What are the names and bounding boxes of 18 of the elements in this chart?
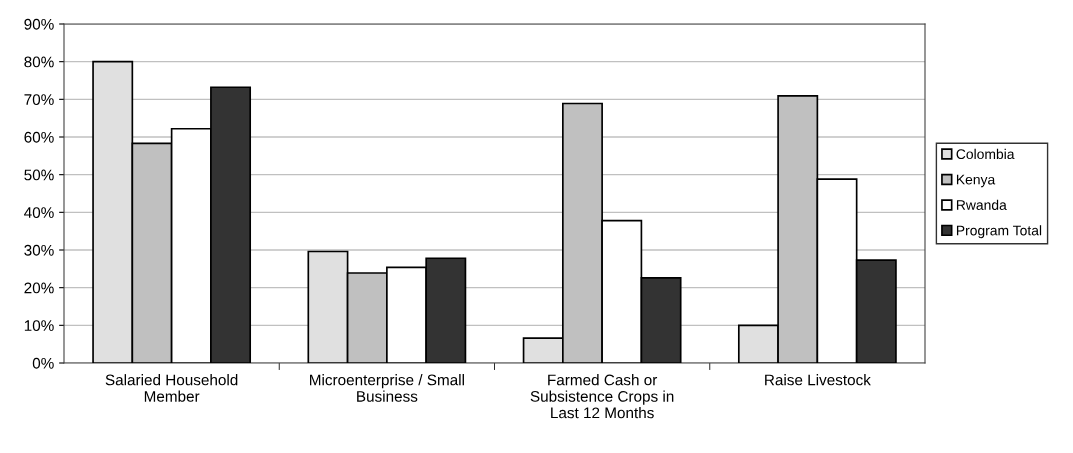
y-tick-label: 60% bbox=[24, 131, 54, 143]
y-tick-label: 0% bbox=[32, 357, 54, 369]
y-tick-label: 80% bbox=[24, 56, 54, 68]
y-tick-label: 40% bbox=[24, 207, 54, 219]
y-tick-label: 10% bbox=[24, 320, 54, 332]
y-tick-label: 90% bbox=[24, 18, 54, 30]
legend-label: Kenya bbox=[956, 174, 996, 188]
legend-label: Colombia bbox=[956, 148, 1015, 160]
x-tick-label: Farmed Cash or Subsistence Crops in Last 12 Months bbox=[530, 374, 674, 419]
x-tick-label: Raise Livestock bbox=[765, 374, 871, 386]
y-tick-label: 30% bbox=[24, 244, 54, 256]
y-tick-label: 70% bbox=[24, 94, 54, 106]
x-tick-label: Microenterprise / Small Business bbox=[310, 374, 464, 402]
x-tick-label: Salaried Household Member bbox=[105, 374, 238, 402]
y-tick-label: 50% bbox=[24, 169, 54, 181]
legend-label: Program Total bbox=[956, 225, 1042, 239]
legend-label: Rwanda bbox=[956, 199, 1007, 210]
y-tick-label: 20% bbox=[24, 282, 54, 294]
